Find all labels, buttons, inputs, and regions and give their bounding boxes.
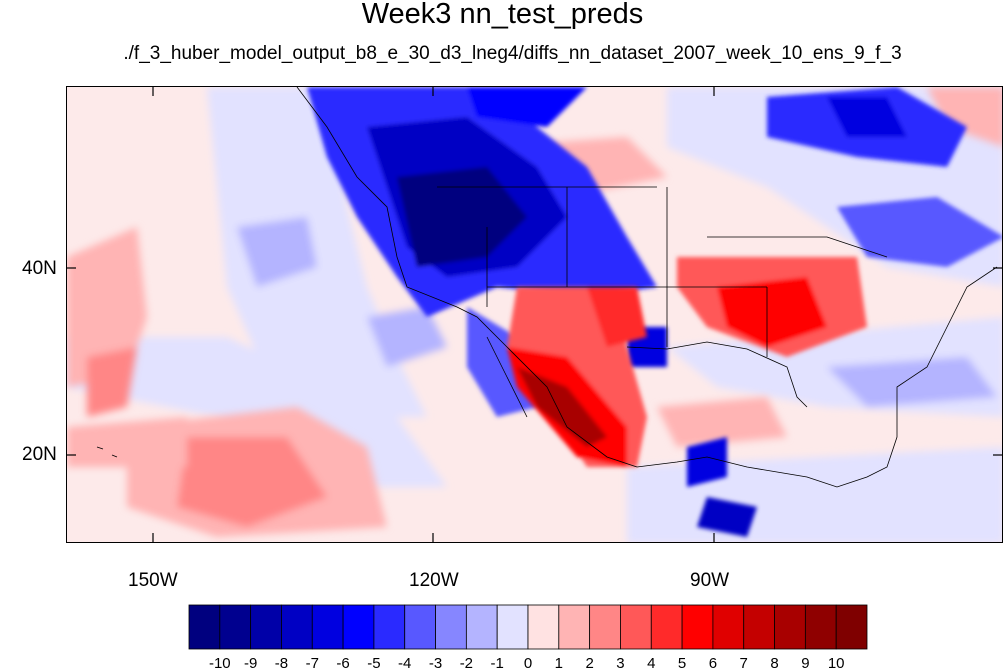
colorbar-swatch: [589, 604, 621, 650]
colorbar-swatch: [835, 604, 868, 650]
colorbar-tick-label: -1: [490, 655, 504, 672]
map-plot-area: [66, 86, 1003, 543]
colorbar-swatch: [435, 604, 467, 650]
colorbar-tick-label: 0: [523, 655, 533, 672]
colorbar-swatch: [188, 604, 221, 650]
chart-subtitle: ./f_3_huber_model_output_b8_e_30_d3_lneg…: [123, 43, 902, 64]
colorbar-tick-label: 1: [554, 655, 563, 672]
colorbar-swatch: [774, 604, 806, 650]
colorbar-swatch: [804, 604, 837, 650]
colorbar-tick-label: -7: [305, 655, 319, 672]
strong-positive-fields: [507, 257, 867, 467]
colorbar-swatch: [373, 604, 406, 650]
colorbar-swatch: [650, 604, 683, 650]
colorbar-tick-label: -3: [428, 655, 443, 672]
colorbar-tick-label: -6: [336, 655, 350, 672]
colorbar-swatch: [743, 604, 775, 650]
colorbar-swatch: [281, 604, 313, 650]
colorbar-swatch: [311, 604, 344, 650]
colorbar-swatch: [219, 604, 252, 650]
colorbar-tick-label: 4: [647, 655, 656, 672]
colorbar-tick-label: 7: [739, 655, 748, 672]
colorbar-tick-label: 2: [585, 655, 594, 672]
coastlines: [96, 87, 998, 488]
y-tick-label-20n: 20N: [22, 444, 57, 465]
colorbar-tick-label: -9: [243, 655, 258, 672]
colorbar-swatch: [404, 604, 436, 650]
colorbar-swatch: [250, 604, 282, 650]
colorbar-tick-label: 3: [616, 655, 625, 672]
colorbar-swatch: [681, 604, 714, 650]
colorbar: [188, 604, 868, 650]
chart-title: Week3 nn_test_preds: [361, 0, 644, 30]
x-tick-label-90w: 90W: [690, 570, 730, 591]
colorbar-swatch: [527, 604, 560, 650]
colorbar-tick-label: 9: [801, 655, 810, 672]
colorbar-swatch: [465, 604, 498, 650]
y-tick-label-40n: 40N: [22, 258, 57, 279]
colorbar-tick-label: -2: [459, 655, 474, 672]
colorbar-tick-label: -8: [274, 655, 289, 672]
colorbar-swatch: [620, 604, 652, 650]
x-tick-label-120w: 120W: [409, 570, 459, 591]
colorbar-tick-label: -5: [367, 655, 381, 672]
colorbar-tick-label: -10: [208, 655, 231, 672]
x-tick-label-150w: 150W: [128, 570, 178, 591]
heatmap-svg: [67, 87, 1002, 542]
colorbar-swatch: [558, 604, 591, 650]
strong-negative-fields: [307, 87, 1002, 537]
colorbar-tick-label: 5: [677, 655, 687, 672]
colorbar-tick-label: 8: [770, 655, 779, 672]
colorbar-tick-label: 6: [708, 655, 718, 672]
colorbar-tick-label: -4: [398, 655, 412, 672]
colorbar-tick-label: 10: [827, 655, 845, 672]
colorbar-swatch: [712, 604, 745, 650]
colorbar-swatch: [342, 604, 375, 650]
colorbar-swatch: [496, 604, 529, 650]
